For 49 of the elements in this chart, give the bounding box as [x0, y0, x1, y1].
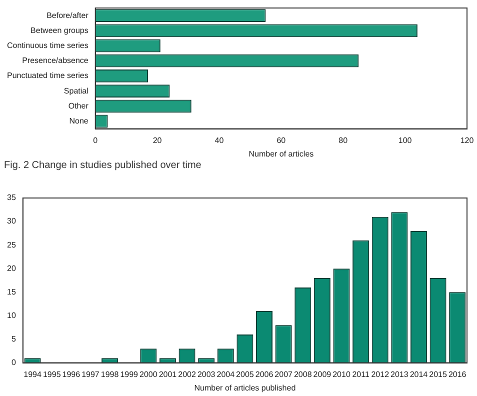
y-tick-label: Presence/absence: [22, 56, 89, 66]
x-tick-label: 2011: [352, 370, 370, 379]
x-tick-label: 2002: [178, 370, 196, 379]
y-tick-label: Punctuated time series: [7, 71, 88, 80]
x-tick-label: 1997: [82, 370, 100, 379]
x-tick-label: 2010: [332, 370, 351, 379]
x-tick-label: 2015: [429, 370, 448, 379]
x-tick-label: 80: [338, 136, 348, 145]
caption: Fig. 2 Change in studies published over time: [3, 160, 202, 173]
y-tick-label: 30: [6, 216, 16, 226]
x-tick-label: 40: [214, 136, 224, 145]
x-tick-label: 100: [398, 136, 412, 145]
x-tick-label: 2014: [410, 370, 428, 379]
x-tick-label: 2000: [140, 370, 158, 379]
y-tick-label: Other: [68, 101, 89, 110]
x-tick-label: 1995: [42, 370, 62, 379]
y-tick-label: 5: [11, 334, 16, 344]
x-tick-label: 2001: [158, 370, 178, 379]
x-tick-label: 20: [152, 136, 162, 145]
x-tick-label: 2008: [294, 370, 312, 379]
y-tick-label: Spatial: [64, 86, 89, 96]
x-tick-label: 2012: [371, 370, 390, 379]
y-tick-label: Continuous time series: [7, 40, 88, 50]
y-tick-label: Between groups: [30, 26, 88, 35]
y-tick-label: 20: [6, 264, 16, 273]
x-tick-label: 2009: [313, 370, 332, 379]
x-tick-label: 2003: [197, 370, 216, 379]
x-axis-title: Number of articles published: [194, 383, 296, 392]
x-tick-label: 2005: [236, 370, 254, 379]
x-tick-label: 1996: [62, 370, 81, 379]
y-tick-label: Before/after: [46, 10, 89, 20]
y-tick-label: 10: [6, 310, 16, 320]
x-tick-label: 60: [276, 136, 286, 145]
x-tick-label: 1998: [100, 370, 120, 379]
x-tick-label: 2004: [216, 370, 236, 379]
x-tick-label: 0: [93, 136, 98, 145]
x-tick-label: 2006: [255, 370, 274, 379]
y-tick-label: 15: [6, 287, 16, 296]
x-tick-label: 1994: [24, 370, 42, 379]
x-tick-label: 120: [460, 136, 474, 145]
x-tick-label: 1999: [120, 370, 139, 379]
x-axis-title: Number of articles: [248, 149, 314, 158]
y-tick-label: None: [69, 116, 89, 126]
y-tick-label: 35: [6, 193, 16, 202]
x-tick-label: 2016: [448, 370, 467, 379]
y-tick-label: 25: [6, 240, 16, 250]
y-tick-label: 0: [11, 358, 16, 368]
x-tick-label: 2007: [274, 370, 294, 379]
x-tick-label: 2013: [390, 370, 409, 379]
